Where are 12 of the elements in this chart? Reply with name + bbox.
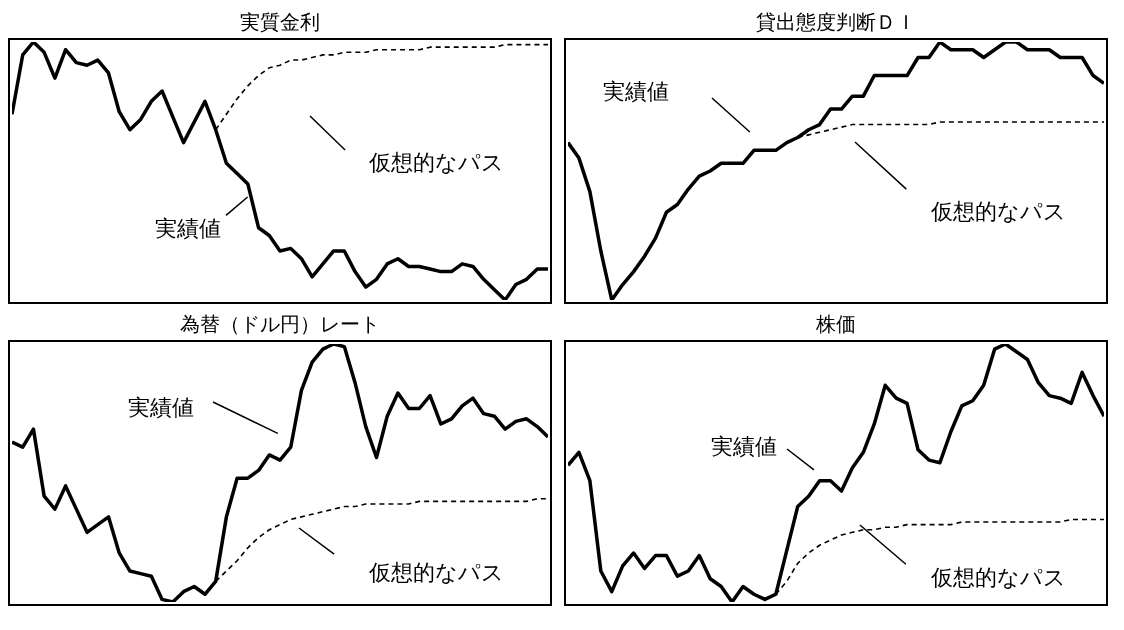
- legend-label: 実績値: [128, 393, 195, 422]
- text: 仮想的なパス: [369, 149, 505, 178]
- chart-title: 為替（ドル円）レート: [179, 311, 381, 338]
- chart-title: 実質金利: [239, 9, 321, 36]
- text: 仮想的なパス: [369, 558, 505, 587]
- legend-label: 実績値: [711, 432, 778, 461]
- chart-title: 株価: [815, 311, 857, 338]
- text: 仮想的なパス: [930, 197, 1066, 226]
- text: 実績値: [603, 78, 670, 107]
- series-label: 仮想的なパス: [930, 563, 1066, 592]
- chart-title: 貸出態度判断ＤＩ: [755, 9, 917, 36]
- legend-label: 実績値: [155, 214, 222, 243]
